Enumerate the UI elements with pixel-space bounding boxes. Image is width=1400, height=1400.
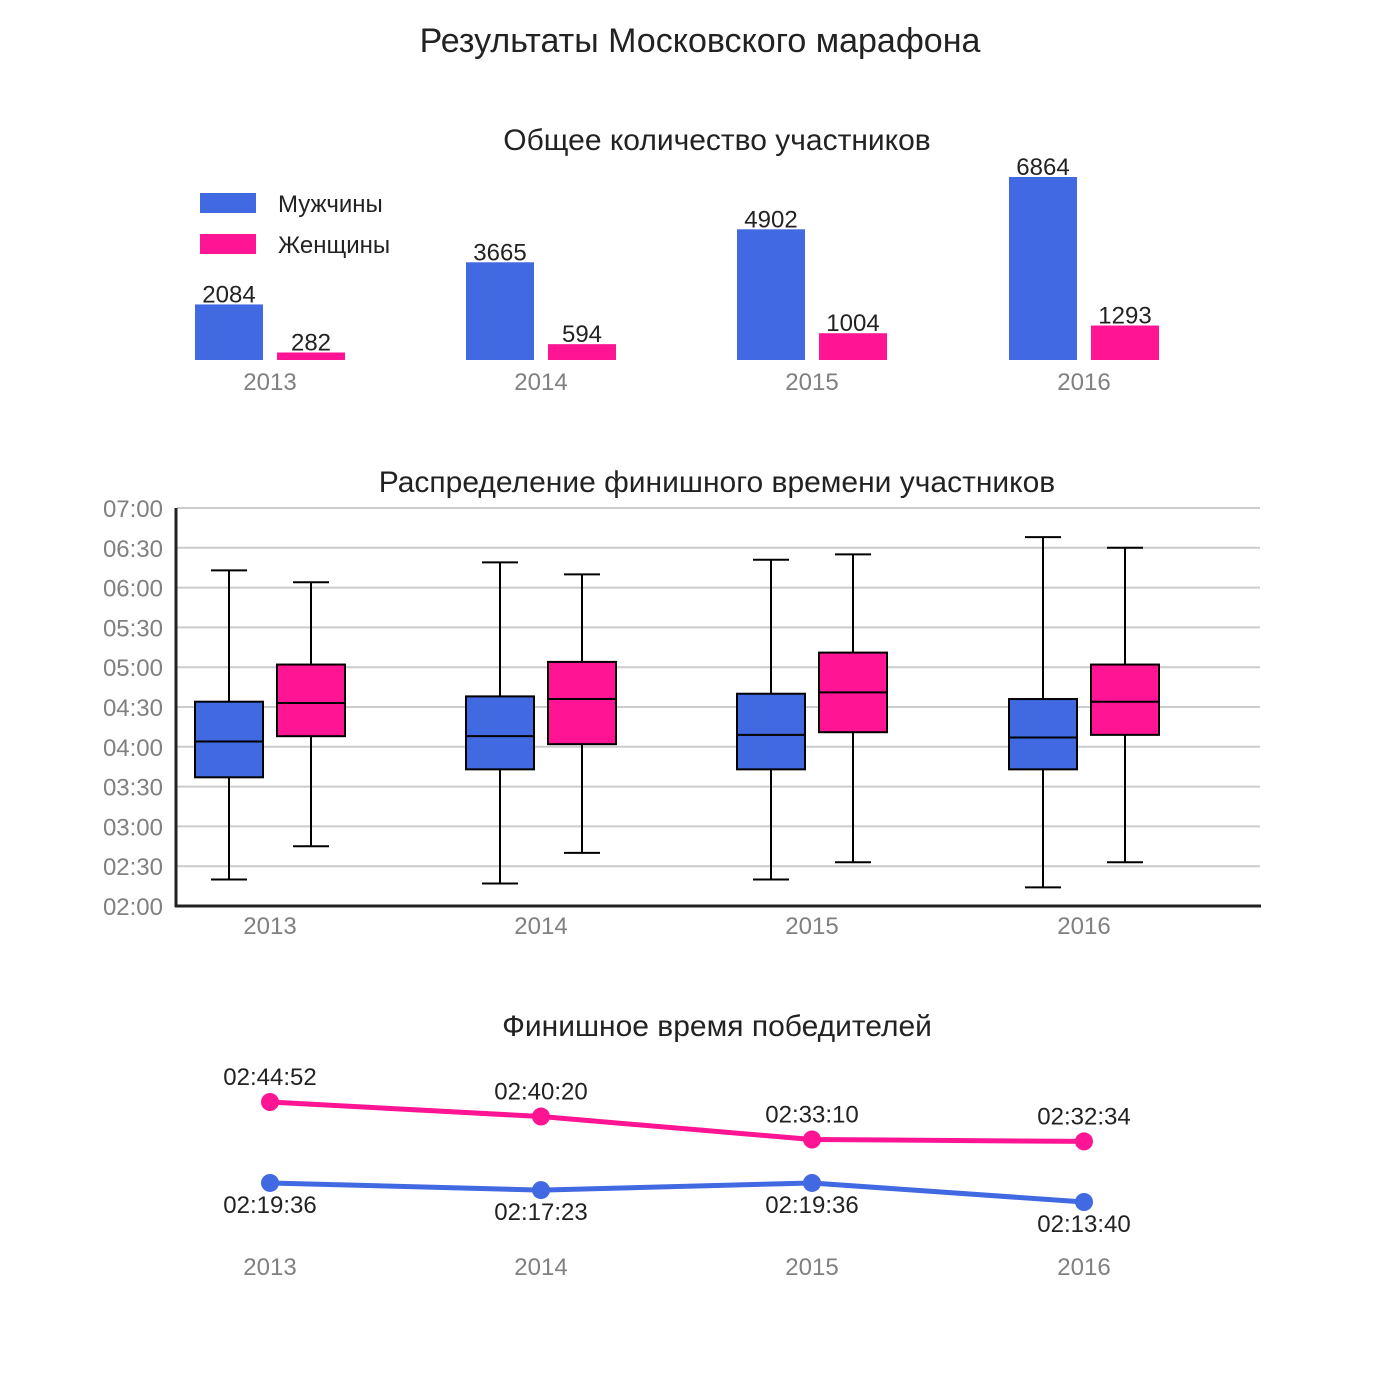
bar <box>1091 325 1159 360</box>
bar-value-label: 3665 <box>473 239 526 266</box>
point-value-label: 02:19:36 <box>223 1192 316 1219</box>
y-tick-label: 06:30 <box>103 536 163 563</box>
winners-line-chart: Финишное время победителей 02:44:52 02:40:… <box>223 1010 1130 1281</box>
bar-value-label: 2084 <box>202 281 255 308</box>
y-tick-label: 05:00 <box>103 655 163 682</box>
bar-value-label: 594 <box>562 321 602 348</box>
box <box>1090 663 1160 736</box>
x-tick-label: 2014 <box>514 369 567 396</box>
y-tick-label: 03:00 <box>103 814 163 841</box>
data-point <box>803 1173 821 1192</box>
y-tick-label: 04:30 <box>103 695 163 722</box>
data-point <box>261 1173 279 1192</box>
bar <box>195 304 263 360</box>
point-value-label: 02:17:23 <box>494 1199 587 1226</box>
y-tick-label: 06:00 <box>103 576 163 603</box>
legend-swatch <box>200 193 256 213</box>
legend-label: Женщины <box>278 232 390 259</box>
bar <box>466 262 534 360</box>
box <box>736 692 806 771</box>
box-chart-title: Распределение финишного времени участник… <box>379 466 1056 499</box>
bar-value-label: 282 <box>291 329 331 356</box>
box <box>547 660 617 746</box>
data-point <box>261 1093 279 1111</box>
bar <box>819 333 887 360</box>
data-point <box>532 1107 550 1126</box>
bar <box>277 352 345 360</box>
bar <box>737 229 805 360</box>
finish-time-box-chart: Распределение финишного времени участник… <box>103 466 1261 940</box>
box <box>276 663 346 738</box>
legend-swatch <box>200 234 256 254</box>
point-value-label: 02:40:20 <box>494 1079 587 1106</box>
data-point <box>1075 1132 1093 1151</box>
x-tick-label: 2013 <box>243 913 296 940</box>
x-tick-label: 2016 <box>1057 913 1110 940</box>
bar-value-label: 6864 <box>1016 154 1069 181</box>
y-tick-label: 03:30 <box>103 775 163 802</box>
y-tick-label: 04:00 <box>103 735 163 762</box>
series-line <box>269 1099 1085 1144</box>
bar-value-label: 1004 <box>826 310 879 337</box>
box <box>465 695 535 771</box>
x-tick-label: 2016 <box>1057 369 1110 396</box>
line-chart-title: Финишное время победителей <box>502 1010 932 1043</box>
x-tick-label: 2016 <box>1057 1254 1110 1281</box>
x-tick-label: 2015 <box>785 369 838 396</box>
bar <box>548 344 616 360</box>
x-tick-label: 2013 <box>243 1254 296 1281</box>
y-tick-label: 02:30 <box>103 854 163 881</box>
x-tick-label: 2015 <box>785 1254 838 1281</box>
y-tick-label: 02:00 <box>103 894 163 921</box>
x-tick-label: 2014 <box>514 1254 567 1281</box>
x-tick-label: 2015 <box>785 913 838 940</box>
y-tick-label: 05:30 <box>103 615 163 642</box>
box <box>194 700 264 779</box>
bar-value-label: 1293 <box>1098 303 1151 330</box>
point-value-label: 02:32:34 <box>1037 1103 1130 1130</box>
main-title: Результаты Московского марафона <box>419 22 981 60</box>
data-point <box>1075 1193 1093 1211</box>
participants-bar-chart: Общее количество участников 2084 3665 4902 6… <box>195 124 1159 396</box>
data-point <box>532 1181 550 1200</box>
x-tick-label: 2014 <box>514 913 567 940</box>
legend-label: Мужчины <box>278 191 383 218</box>
point-value-label: 02:13:40 <box>1037 1211 1130 1238</box>
point-value-label: 02:33:10 <box>765 1102 858 1129</box>
point-value-label: 02:44:52 <box>223 1064 316 1091</box>
bar <box>1009 177 1077 360</box>
x-tick-label: 2013 <box>243 369 296 396</box>
point-value-label: 02:19:36 <box>765 1192 858 1219</box>
bar-chart-title: Общее количество участников <box>503 124 930 157</box>
data-point <box>803 1130 821 1149</box>
bar-value-label: 4902 <box>744 206 797 233</box>
box <box>1008 698 1078 771</box>
series-line <box>269 1180 1085 1205</box>
y-tick-label: 07:00 <box>103 496 163 523</box>
